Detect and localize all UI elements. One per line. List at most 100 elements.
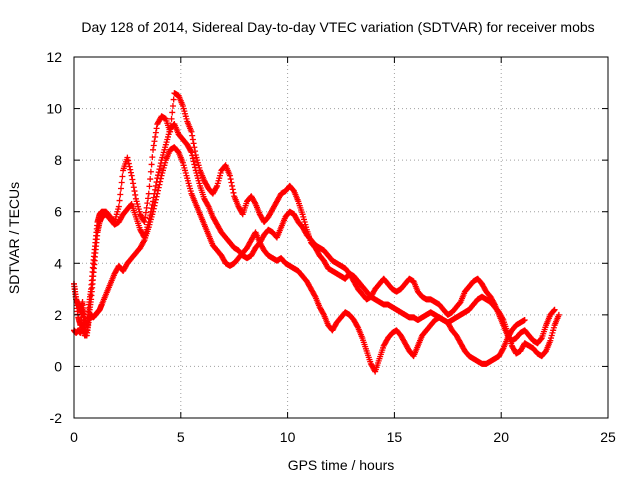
data-point	[152, 133, 159, 140]
data-point	[146, 183, 153, 190]
data-point	[229, 186, 236, 193]
data-point	[117, 185, 124, 192]
data-point	[170, 96, 177, 103]
data-point	[204, 202, 211, 209]
data-point	[189, 155, 196, 162]
data-point	[226, 172, 233, 179]
data-point	[150, 142, 157, 149]
data-point	[320, 310, 327, 317]
data-point	[127, 166, 134, 173]
data-point	[117, 191, 124, 198]
data-point	[141, 219, 148, 226]
plot-frame	[73, 56, 609, 419]
y-tick-label: 8	[54, 152, 62, 168]
data-point	[491, 300, 498, 307]
data-point	[551, 306, 558, 313]
data-point	[124, 154, 131, 161]
data-point	[538, 335, 545, 342]
data-point	[167, 128, 174, 135]
data-point	[189, 136, 196, 143]
y-tick-label: -2	[50, 410, 63, 426]
x-tick-labels: 0 5 10 15 20 25	[70, 429, 616, 445]
data-point	[192, 148, 199, 155]
data-point	[188, 128, 195, 135]
data-point	[499, 346, 506, 353]
data-point	[153, 193, 160, 200]
data-point	[191, 144, 198, 151]
data-point	[147, 168, 154, 175]
data-point	[126, 163, 133, 170]
y-tick-label: 4	[54, 255, 62, 271]
grid-lines	[74, 57, 608, 418]
data-point	[189, 132, 196, 139]
data-point	[188, 149, 195, 156]
data-point	[143, 204, 150, 211]
data-point	[230, 189, 237, 196]
data-point	[152, 199, 159, 206]
data-point	[152, 186, 159, 193]
data-point	[151, 138, 158, 145]
tick-marks	[73, 56, 609, 419]
data-point	[152, 129, 159, 136]
data-points	[71, 90, 562, 375]
x-tick-label: 15	[387, 429, 403, 445]
x-tick-label: 20	[493, 429, 509, 445]
data-point	[130, 180, 137, 187]
data-point	[190, 158, 197, 165]
data-point	[131, 188, 138, 195]
data-point	[116, 197, 123, 204]
data-point	[190, 140, 197, 147]
data-point	[142, 214, 149, 221]
data-point	[128, 172, 135, 179]
data-point	[167, 122, 174, 129]
data-point	[140, 217, 147, 224]
data-point	[147, 176, 154, 183]
data-point	[150, 208, 157, 215]
data-point	[127, 169, 134, 176]
x-tick-label: 5	[177, 429, 185, 445]
data-point	[129, 176, 136, 183]
data-point	[311, 292, 318, 299]
y-tick-label: 10	[46, 101, 62, 117]
y-axis-label: SDTVAR / TECUs	[6, 182, 22, 294]
data-point	[251, 199, 258, 206]
data-point	[150, 146, 157, 153]
data-point	[130, 184, 137, 191]
data-point	[156, 181, 163, 188]
data-point	[155, 169, 162, 176]
data-point	[157, 163, 164, 170]
data-point	[125, 157, 132, 164]
data-point	[140, 238, 147, 245]
y-tick-label: 0	[54, 358, 62, 374]
data-point	[228, 179, 235, 186]
data-point	[145, 195, 152, 202]
data-point	[155, 184, 162, 191]
data-point	[550, 307, 557, 314]
x-tick-label: 10	[280, 429, 296, 445]
data-point	[521, 317, 528, 324]
data-point	[155, 187, 162, 194]
data-point	[229, 182, 236, 189]
data-point	[152, 196, 159, 203]
data-point	[119, 173, 126, 180]
data-point	[213, 184, 220, 191]
data-point	[157, 178, 164, 185]
data-point	[150, 205, 157, 212]
data-point	[555, 311, 562, 318]
y-tick-label: 6	[54, 204, 62, 220]
data-point	[169, 102, 176, 109]
data-point	[149, 154, 156, 161]
x-axis-label: GPS time / hours	[288, 457, 395, 473]
x-tick-label: 25	[600, 429, 616, 445]
data-point	[151, 202, 158, 209]
chart-title: Day 128 of 2014, Sidereal Day-to-day VTE…	[81, 19, 594, 35]
data-point	[115, 203, 122, 210]
data-point	[153, 125, 160, 132]
data-point	[142, 209, 149, 216]
data-point	[169, 109, 176, 116]
data-point	[132, 191, 139, 198]
data-point	[227, 176, 234, 183]
data-point	[191, 161, 198, 168]
data-point	[156, 166, 163, 173]
data-point	[154, 190, 161, 197]
